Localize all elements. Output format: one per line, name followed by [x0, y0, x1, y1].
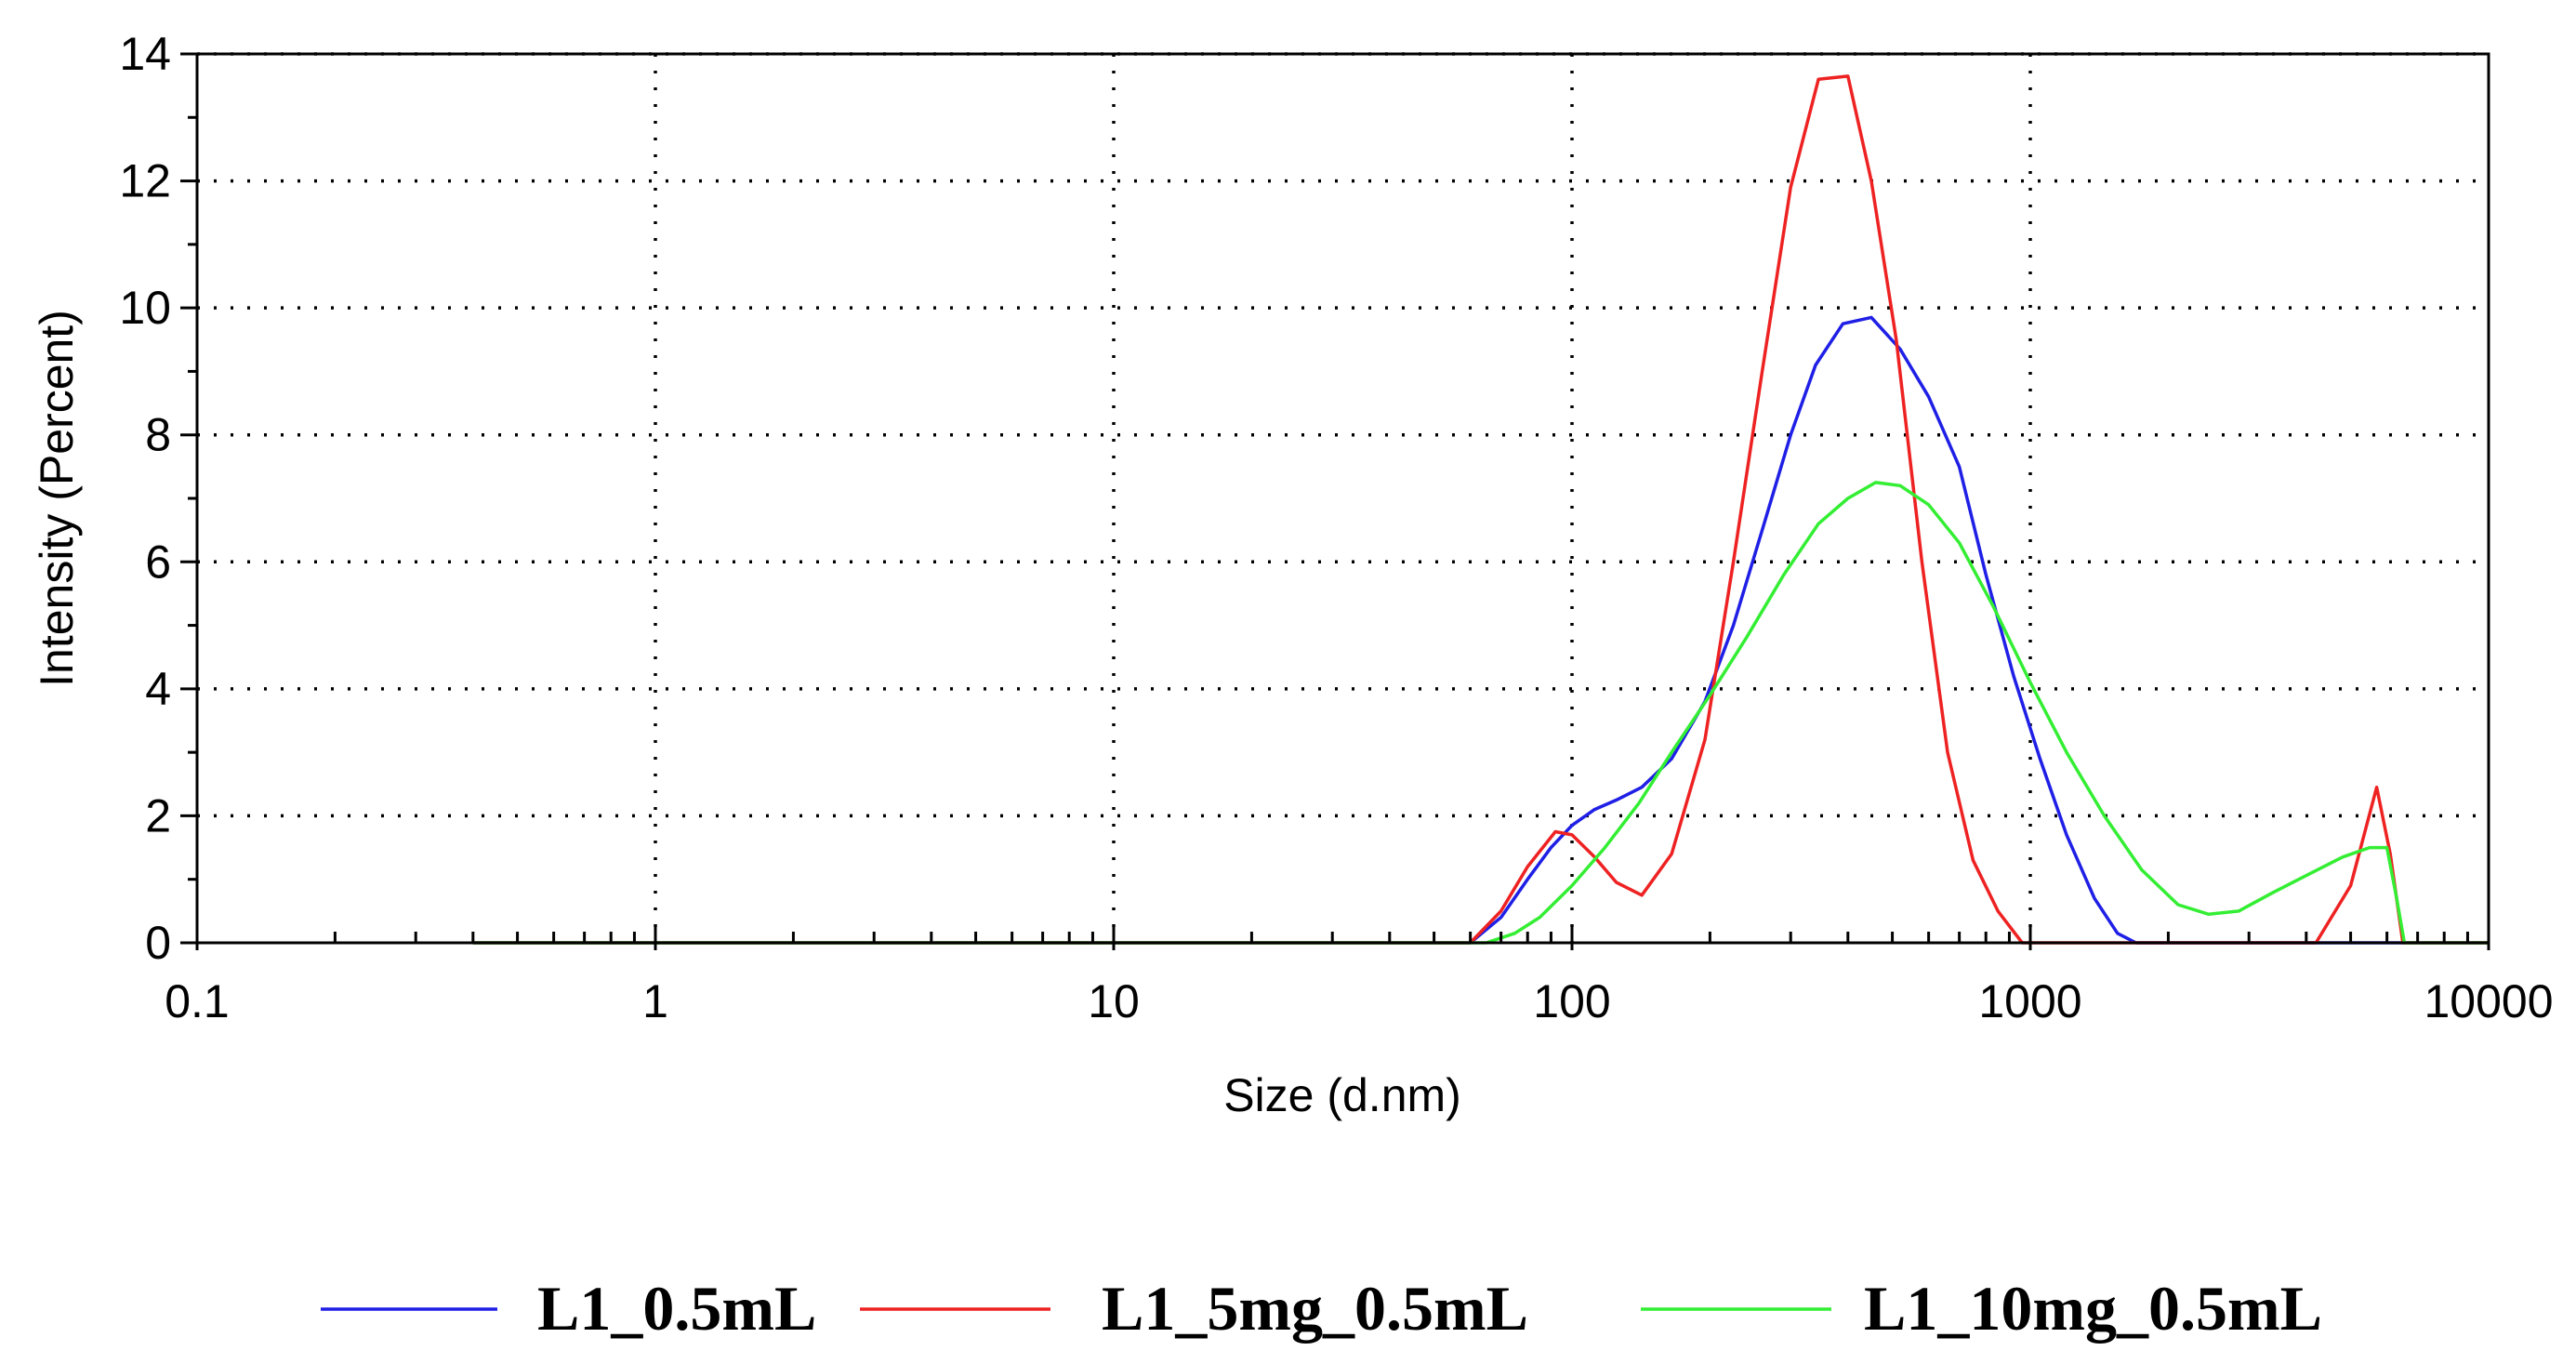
legend: L1_0.5mL L1_5mg_0.5mL L1_10mg_0.5mL	[321, 1273, 2322, 1344]
series-line-l1-0-5ml	[472, 315, 2489, 945]
grid	[197, 52, 2489, 943]
plot-frame	[195, 52, 2490, 945]
y-tick-label: 12	[119, 155, 171, 207]
x-tick-label: 1000	[1978, 975, 2081, 1027]
y-tick-label: 0	[145, 917, 171, 969]
legend-label-l1-10mg-0-5ml: L1_10mg_0.5mL	[1864, 1273, 2322, 1344]
legend-label-l1-5mg-0-5ml: L1_5mg_0.5mL	[1102, 1273, 1528, 1344]
axis-ticks	[180, 52, 2490, 950]
x-axis-title: Size (d.nm)	[1223, 1069, 1461, 1121]
y-tick-label: 8	[145, 409, 171, 461]
y-tick-label: 6	[145, 536, 171, 588]
y-tick-label: 10	[119, 282, 171, 334]
y-tick-label: 2	[145, 789, 171, 841]
x-tick-label: 10	[1088, 975, 1140, 1027]
x-tick-label: 100	[1533, 975, 1610, 1027]
x-tick-label: 10000	[2424, 975, 2553, 1027]
tick-labels: 0 2 4 6 8 10 12 14 0.1 1 10 100 1000 10000	[119, 28, 2553, 1027]
y-tick-label: 4	[145, 663, 171, 715]
x-tick-label: 1	[642, 975, 668, 1027]
y-axis-title: Intensity (Percent)	[31, 310, 83, 687]
series-lines	[472, 74, 2489, 945]
series-line-l1-10mg-0-5ml	[472, 481, 2489, 945]
legend-label-l1-0-5ml: L1_0.5mL	[537, 1273, 816, 1344]
series-line-l1-5mg-0-5ml	[472, 74, 2489, 945]
y-tick-label: 14	[119, 28, 171, 80]
x-tick-label: 0.1	[165, 975, 230, 1027]
